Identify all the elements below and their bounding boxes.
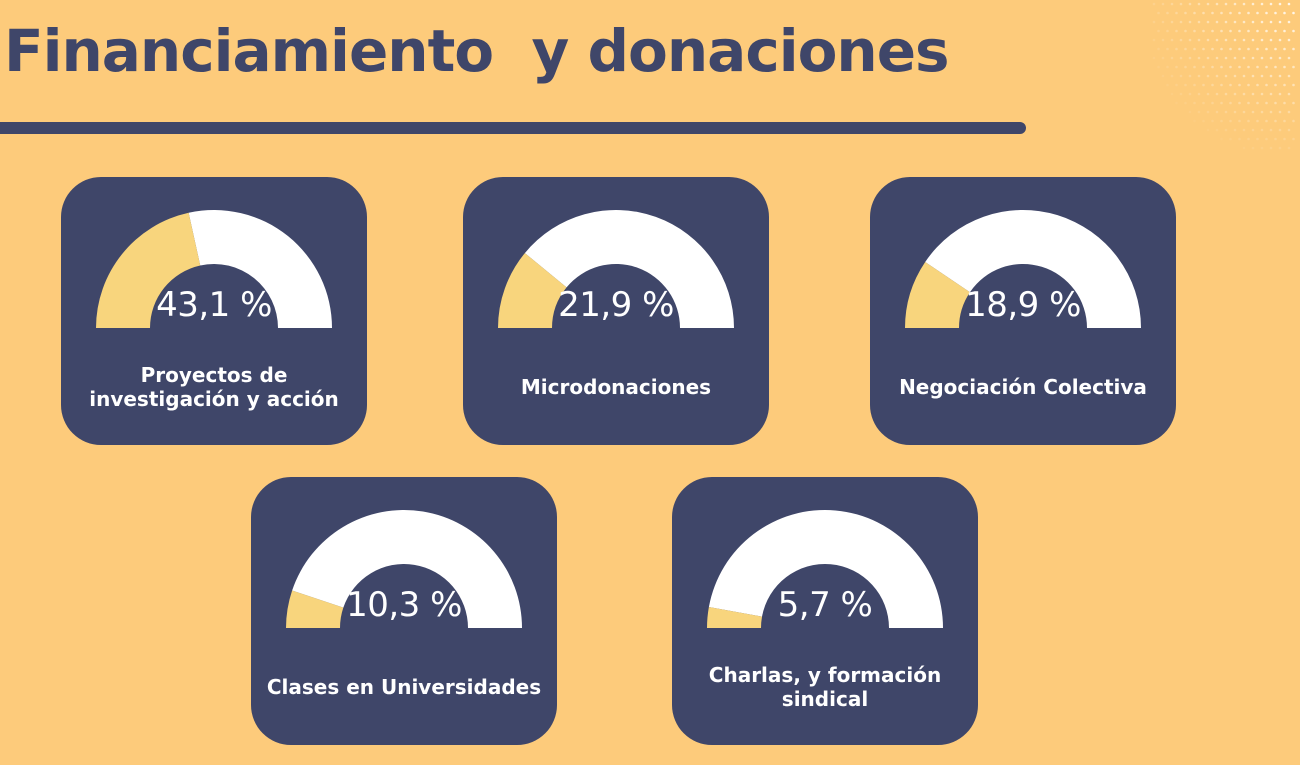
gauge-value: 10,3 % — [346, 585, 462, 625]
card-label: Negociación Colectiva — [899, 375, 1147, 399]
gauge-chart — [286, 510, 522, 628]
gauge-fill — [707, 606, 763, 628]
gauge-value: 18,9 % — [965, 285, 1081, 325]
gauge-track — [188, 210, 332, 328]
funding-card: 5,7 % Charlas, y formación sindical — [672, 477, 978, 745]
dot-pattern-decoration — [1152, 2, 1295, 150]
page-title: Financiamiento y donaciones — [4, 17, 950, 85]
funding-card: 43,1 % Proyectos de investigación y acci… — [61, 177, 367, 445]
gauge-fill — [905, 261, 970, 328]
card-label: Proyectos de investigación y acción — [89, 363, 339, 411]
gauge-fill — [96, 212, 201, 328]
funding-card: 21,9 % Microdonaciones — [463, 177, 769, 445]
card-label: Clases en Universidades — [266, 675, 542, 699]
card-label: Charlas, y formación sindical — [708, 663, 942, 711]
gauge-track — [524, 210, 734, 328]
gauge-value: 43,1 % — [156, 285, 272, 325]
gauge-track — [292, 510, 522, 628]
gauge-fill — [286, 590, 344, 628]
card-label: Microdonaciones — [520, 375, 712, 399]
funding-card: 10,3 % Clases en Universidades — [251, 477, 557, 745]
gauge-chart — [707, 510, 943, 628]
gauge-track — [925, 209, 1141, 328]
gauge-chart — [96, 210, 332, 328]
gauge-value: 5,7 % — [777, 585, 873, 625]
gauge-fill — [498, 253, 567, 328]
funding-card: 18,9 % Negociación Colectiva — [870, 177, 1176, 445]
title-underline — [0, 122, 1026, 134]
gauge-track — [708, 510, 943, 628]
gauge-value: 21,9 % — [558, 285, 674, 325]
gauge-chart — [498, 210, 734, 328]
gauge-chart — [905, 209, 1141, 328]
